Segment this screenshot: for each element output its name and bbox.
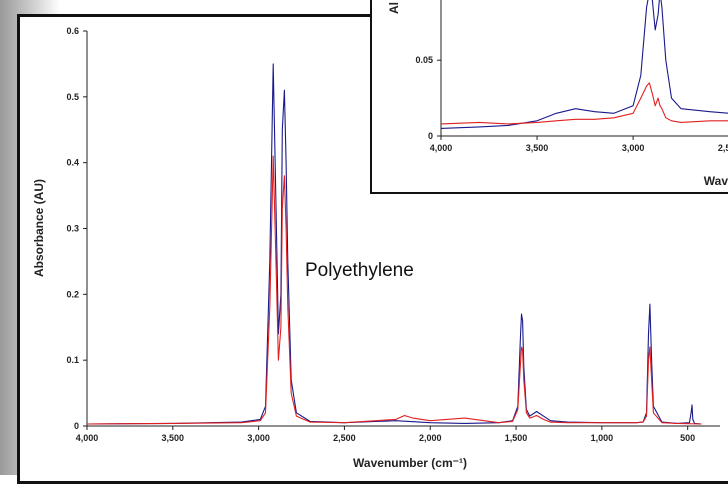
inset-frame: [370, 0, 728, 194]
y-tick-label: 0.3: [66, 224, 79, 234]
y-tick-label: 0.4: [66, 158, 79, 168]
series-line-1: [440, 0, 728, 129]
series-line-2: [440, 82, 728, 125]
y-tick-label: 0: [428, 131, 433, 141]
inset-chart: 0 0.05 4,000 3,500 3,000 2,500 Wav Al: [370, 0, 728, 194]
x-tick-label: 2,500: [718, 143, 728, 153]
y-axis-title: Absorbance (AU): [32, 179, 46, 277]
x-tick-label: 3,000: [247, 433, 270, 443]
x-tick-label: 3,500: [526, 143, 549, 153]
series-line-2: [86, 155, 702, 425]
x-tick-label: 1,000: [591, 433, 614, 443]
x-tick-label: 3,000: [622, 143, 645, 153]
y-tick-label: 0: [74, 421, 79, 431]
x-tick-label: 3,500: [162, 433, 185, 443]
y-tick-label: 0.6: [66, 26, 79, 36]
y-tick-label: 0.05: [415, 55, 433, 65]
x-tick-label: 1,500: [505, 433, 528, 443]
x-tick-label: 2,000: [419, 433, 442, 443]
chart-annotation: Polyethylene: [305, 260, 414, 281]
y-tick-label: 0.2: [66, 289, 79, 299]
x-tick-label: 500: [680, 433, 695, 443]
y-tick-label: 0.1: [66, 355, 79, 365]
y-axis-title: Al: [387, 2, 401, 14]
main-chart: 0 0.1 0.2 0.3 0.4 0.5 0.6 4,000 3,500 3,000 2,500 2…: [32, 26, 720, 470]
x-tick-label: 4,000: [76, 433, 99, 443]
x-tick-label: 2,500: [333, 433, 356, 443]
x-axis-title: Wav: [704, 174, 728, 188]
x-tick-label: 4,000: [430, 143, 453, 153]
x-axis-title: Wavenumber (cm⁻¹): [353, 456, 467, 470]
y-tick-label: 0.5: [66, 92, 79, 102]
